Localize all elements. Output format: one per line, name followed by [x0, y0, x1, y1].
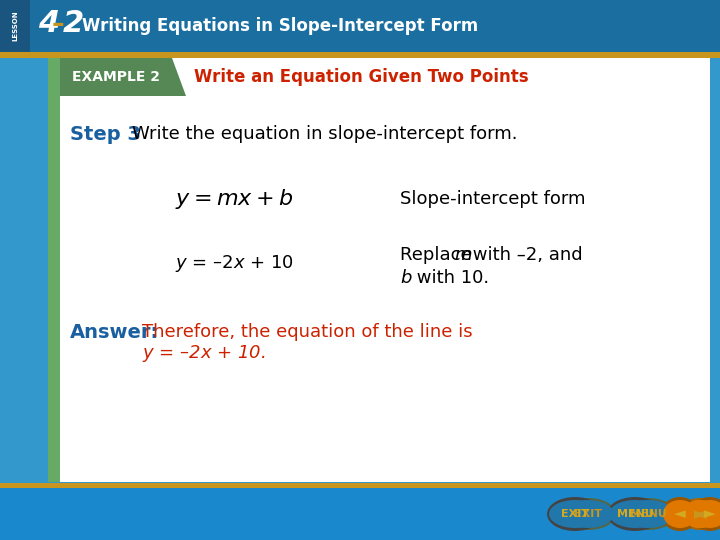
Text: ►: ► [704, 507, 716, 522]
Ellipse shape [549, 500, 601, 528]
Text: with 10.: with 10. [411, 269, 489, 287]
Text: Write an Equation Given Two Points: Write an Equation Given Two Points [194, 68, 528, 86]
Text: EXAMPLE 2: EXAMPLE 2 [72, 70, 160, 84]
Text: 4: 4 [38, 10, 59, 38]
Polygon shape [60, 58, 186, 96]
Polygon shape [490, 482, 710, 483]
Bar [0, 0, 30, 52]
Text: Slope-intercept form: Slope-intercept form [400, 190, 585, 208]
Text: –: – [52, 12, 65, 36]
Text: ►: ► [693, 505, 706, 523]
Ellipse shape [607, 497, 663, 531]
Ellipse shape [682, 500, 718, 528]
Text: $y = mx + b$: $y = mx + b$ [175, 187, 293, 211]
Ellipse shape [620, 498, 676, 530]
Text: $y$ = –2$x$ + 10.: $y$ = –2$x$ + 10. [142, 343, 266, 364]
Ellipse shape [680, 498, 720, 530]
Text: MENU: MENU [629, 509, 667, 519]
Text: MENU: MENU [616, 509, 654, 519]
Text: EXIT: EXIT [574, 509, 602, 519]
Text: ◄: ◄ [693, 505, 706, 523]
Bar [0, 0, 720, 52]
Ellipse shape [661, 497, 699, 531]
Ellipse shape [562, 500, 614, 528]
Ellipse shape [693, 500, 720, 528]
Ellipse shape [682, 500, 718, 528]
Ellipse shape [691, 497, 720, 531]
Text: LESSON: LESSON [12, 11, 18, 42]
Bar [0, 483, 720, 488]
Bar [0, 488, 720, 540]
Text: Answer:: Answer: [70, 322, 159, 341]
Text: Therefore, the equation of the line is: Therefore, the equation of the line is [142, 323, 472, 341]
Text: Replace: Replace [400, 246, 477, 264]
Ellipse shape [680, 498, 720, 530]
Bar [48, 58, 710, 482]
Text: $y$ = –2$x$ + 10: $y$ = –2$x$ + 10 [175, 253, 294, 274]
Text: Step 3: Step 3 [70, 125, 141, 144]
Text: ◄: ◄ [674, 507, 686, 522]
Text: Writing Equations in Slope-Intercept Form: Writing Equations in Slope-Intercept For… [82, 17, 478, 35]
Text: EXIT: EXIT [561, 509, 589, 519]
Text: 2: 2 [63, 10, 84, 38]
Text: $b$: $b$ [400, 269, 413, 287]
Bar [0, 52, 720, 58]
Ellipse shape [547, 497, 603, 531]
Ellipse shape [609, 500, 661, 528]
Ellipse shape [560, 498, 616, 530]
Bar [48, 58, 60, 482]
Ellipse shape [663, 500, 697, 528]
Ellipse shape [622, 500, 674, 528]
Text: $m$: $m$ [454, 246, 472, 264]
Text: Write the equation in slope-intercept form.: Write the equation in slope-intercept fo… [132, 125, 518, 143]
Text: with –2, and: with –2, and [467, 246, 582, 264]
Bar [560, 492, 720, 536]
